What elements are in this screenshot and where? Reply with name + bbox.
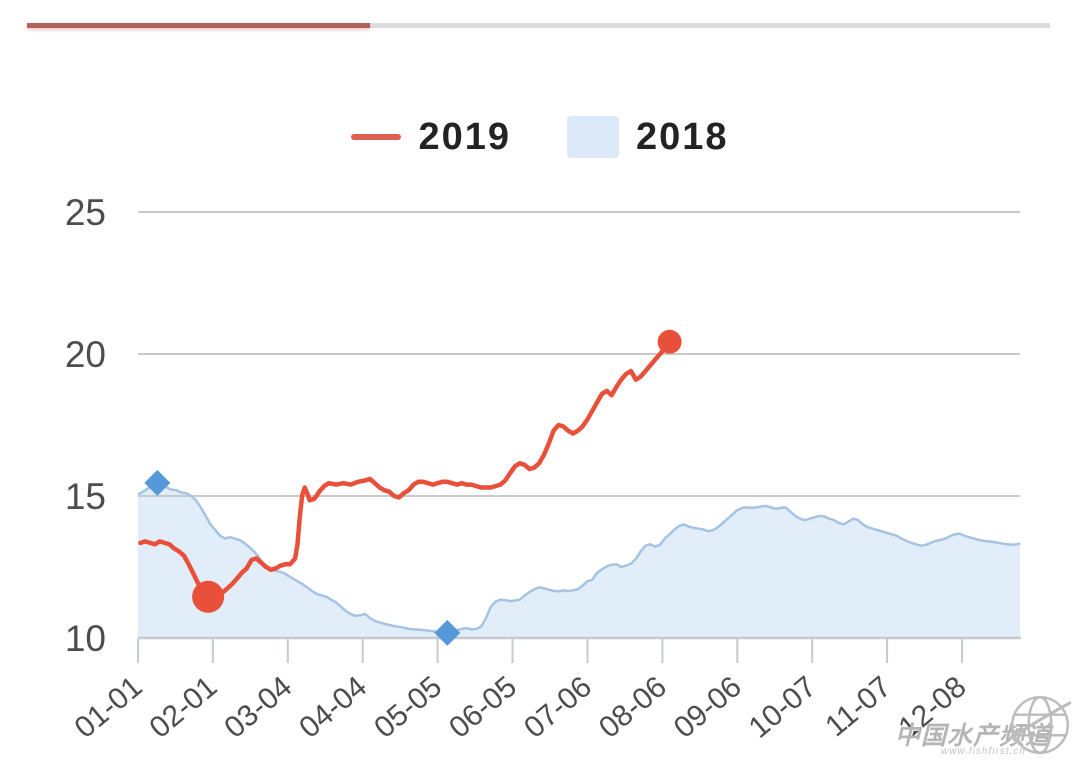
marker-2018-min-diamond xyxy=(434,619,461,646)
legend-label: 2018 xyxy=(636,116,729,158)
x-tick-label: 06-05 xyxy=(443,670,523,745)
legend-item-2019[interactable]: 2019 xyxy=(351,118,511,156)
legend-label: 2019 xyxy=(418,116,511,158)
x-tick-label: 04-04 xyxy=(293,670,373,745)
x-tick-label: 05-05 xyxy=(368,670,448,745)
marker-2019-min-dot xyxy=(192,580,225,613)
progress-bar-track xyxy=(27,23,1050,28)
series-2018-area xyxy=(138,482,1020,637)
area-swatch-icon xyxy=(567,116,619,158)
legend-item-2018[interactable]: 2018 xyxy=(567,116,729,158)
x-tick-label: 09-06 xyxy=(668,670,748,745)
series-2019-line xyxy=(138,339,672,600)
y-tick-label: 25 xyxy=(65,192,106,233)
marker-2018-max-diamond xyxy=(144,469,171,496)
x-tick-label: 07-06 xyxy=(518,670,598,745)
x-tick-label: 08-06 xyxy=(593,670,673,745)
series-2018-line xyxy=(137,481,1021,635)
y-tick-label: 15 xyxy=(65,476,106,517)
y-tick-label: 10 xyxy=(65,618,106,659)
x-tick-label: 01-01 xyxy=(69,670,149,745)
x-tick-label: 10-07 xyxy=(743,670,823,745)
progress-bar-fill xyxy=(27,23,370,28)
globe-icon xyxy=(1008,695,1072,754)
line-swatch-icon xyxy=(351,134,402,140)
x-tick-label: 11-07 xyxy=(819,670,897,743)
x-tick-label: 03-04 xyxy=(218,670,298,745)
marker-2019-latest-dot xyxy=(657,329,682,354)
watermark-url: www.fishfirst.cn xyxy=(941,746,1026,757)
chart-legend: 2019 2018 xyxy=(0,116,1080,158)
y-tick-label: 20 xyxy=(65,334,106,375)
x-tick-label: 02-01 xyxy=(143,670,223,745)
watermark: 中国水产频道 www.fishfirst.cn xyxy=(893,688,1080,770)
